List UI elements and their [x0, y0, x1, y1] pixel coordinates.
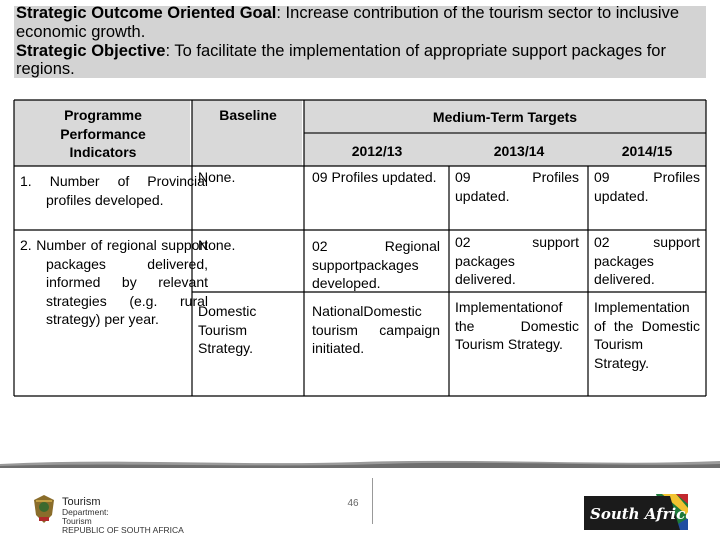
header-banner [14, 6, 706, 78]
dept-name: Tourism [62, 496, 101, 508]
goal-text: : Increase contribution of the tourism s… [16, 4, 679, 41]
row2a-target-2014: 02 support packages delivered. [594, 234, 700, 287]
col-baseline-header: Baseline [219, 107, 277, 123]
row2b-target-2013: Implementationof the Domestic Tourism St… [455, 299, 579, 352]
row1-target-2014: 09 Profiles updated. [594, 169, 700, 204]
objective-text: : To facilitate the implementation of ap… [16, 41, 666, 79]
page-number: 46 [347, 498, 359, 509]
year-2014-header: 2014/15 [621, 143, 673, 159]
row2-indicator: 2. Number of regional support packages d… [20, 237, 208, 327]
header-cell-years [304, 134, 706, 166]
footer-band [0, 460, 720, 468]
header-cell-targets [304, 100, 706, 132]
goal-label: Strategic Outcome Oriented Goal [16, 4, 277, 22]
row2b-baseline: Domestic Tourism Strategy. [198, 303, 257, 356]
coat-of-arms-icon [34, 495, 54, 523]
header-cell-baseline [192, 100, 302, 166]
row1-target-2013: 09 Profiles updated. [455, 169, 579, 204]
col-targets-header: Medium-Term Targets [432, 109, 578, 125]
row2a-target-2013: 02 support packages delivered. [455, 234, 579, 287]
header-cell-indicators [14, 100, 190, 166]
dept-line3: REPUBLIC OF SOUTH AFRICA [62, 525, 184, 535]
row2b-target-2014: Implementation of the Domestic Tourism S… [594, 299, 700, 371]
year-2012-header: 2012/13 [351, 143, 403, 159]
row2a-target-2012: 02 Regional supportpackages developed. [312, 238, 440, 291]
objective-label: Strategic Objective [16, 41, 166, 60]
row2a-baseline: None. [198, 237, 236, 253]
brand-text: South Africa [590, 505, 690, 523]
south-africa-logo: South Africa [584, 494, 690, 530]
dept-line2: Tourism [62, 516, 92, 526]
header-text: Strategic Outcome Oriented Goal: Increas… [16, 4, 706, 79]
row1-indicator: 1. Number of Provincial profiles develop… [20, 173, 208, 208]
year-2013-header: 2013/14 [493, 143, 545, 159]
department-label: Tourism Department: Tourism REPUBLIC OF … [62, 496, 184, 535]
col-indicators-header: Programme Performance Indicators [60, 107, 146, 160]
row1-baseline: None. [198, 169, 236, 185]
dept-line1: Department: [62, 507, 109, 517]
row1-target-2012: 09 Profiles updated. [312, 169, 437, 185]
footer-divider [372, 478, 373, 524]
row2b-target-2012: NationalDomestic tourism campaign initia… [312, 303, 440, 356]
